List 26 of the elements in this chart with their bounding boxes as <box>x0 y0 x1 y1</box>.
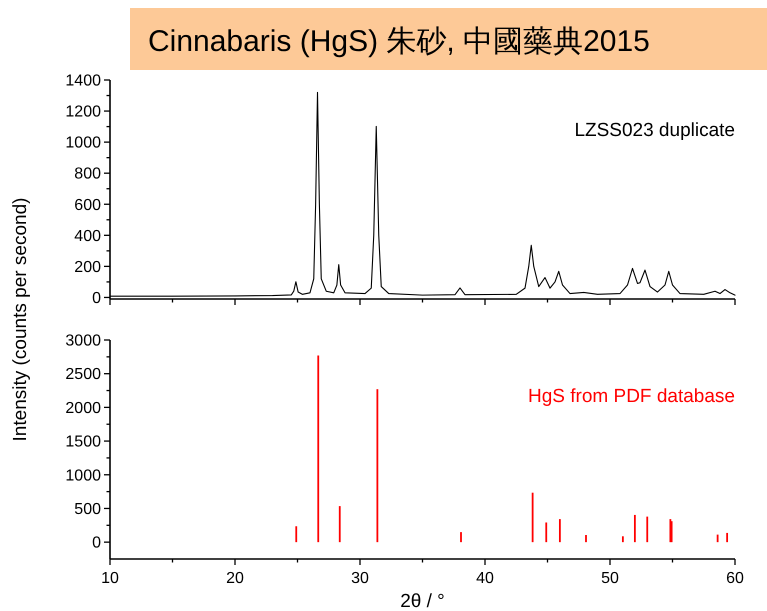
y-tick-label: 500 <box>74 500 102 518</box>
y-tick-label: 2000 <box>65 400 102 417</box>
x-tick-label: 10 <box>101 570 119 587</box>
y-tick-label: 1000 <box>65 467 102 484</box>
text: HgS from PDF database <box>528 386 735 407</box>
x-tick-label: 50 <box>601 570 619 587</box>
y-tick-label: 800 <box>74 166 102 183</box>
y-tick-label: 1200 <box>65 104 102 121</box>
y-tick-label: 0 <box>92 290 102 307</box>
y-tick-label: 1000 <box>65 134 102 152</box>
x-tick-label: 30 <box>351 570 369 587</box>
x-tick-label: 60 <box>726 570 744 587</box>
y-tick-label: 1500 <box>65 434 102 451</box>
y-tick-label: 600 <box>74 196 102 214</box>
y-tick-label: 3000 <box>65 332 102 350</box>
y-tick-label: 2500 <box>65 366 102 384</box>
x-tick-label: 20 <box>226 570 244 587</box>
chart-title: Cinnabaris (HgS) 朱砂, 中國藥典2015 <box>148 25 650 58</box>
text: LZSS023 duplicate <box>574 120 735 141</box>
y-tick-label: 1400 <box>65 72 102 90</box>
y-tick-label: 200 <box>74 258 102 276</box>
y-tick-label: 0 <box>92 534 102 552</box>
x-tick-label: 40 <box>476 570 494 587</box>
y-axis-title: Intensity (counts per second) <box>10 198 31 442</box>
y-tick-label: 400 <box>74 228 102 245</box>
x-axis-title: 2θ / ° <box>400 591 445 611</box>
